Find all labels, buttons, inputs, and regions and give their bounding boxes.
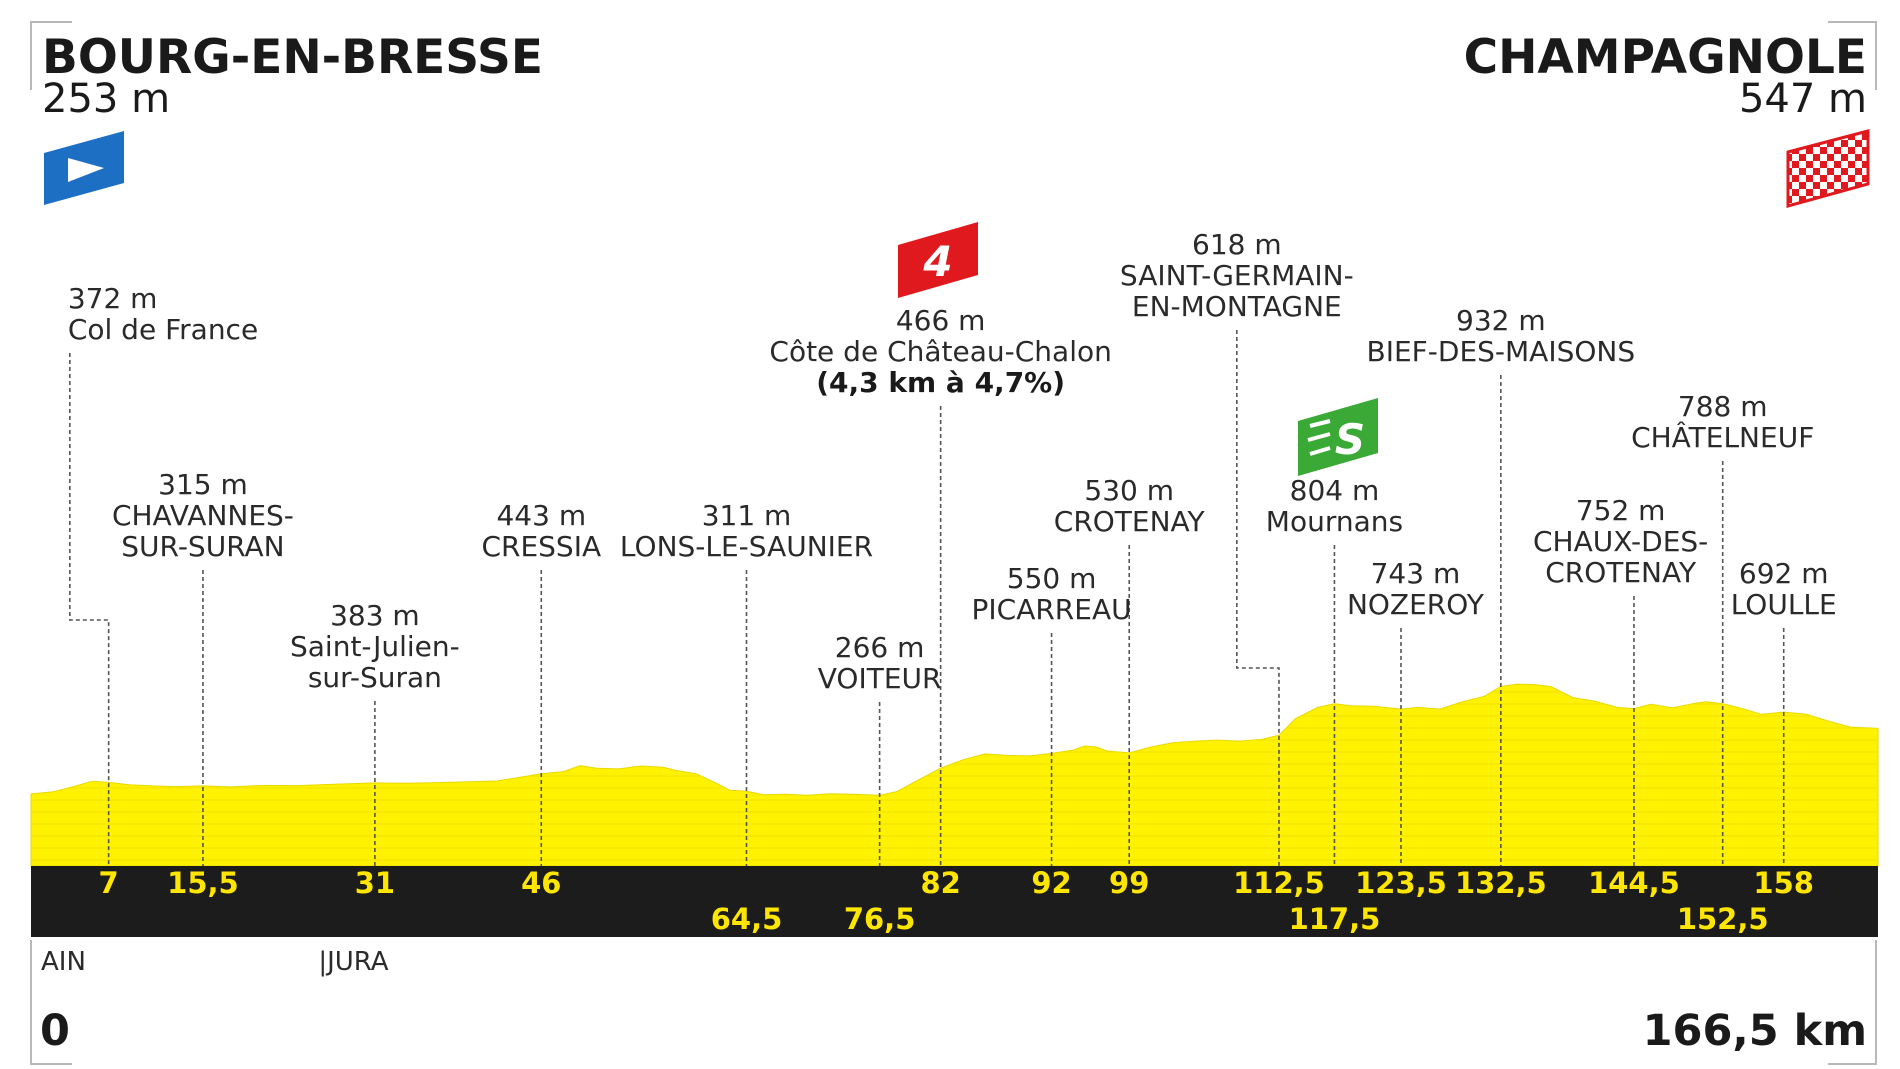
frame-top-right [1828,21,1877,90]
waypoint-altitude: 804 m [1290,474,1380,507]
waypoint-name: CRESSIA [481,530,601,563]
km-label: 117,5 [1289,902,1381,936]
waypoint-name: SUR-SURAN [121,530,284,563]
waypoint-altitude: 752 m [1576,494,1666,527]
km-label: 132,5 [1455,866,1547,900]
finish-city: CHAMPAGNOLE [1464,30,1867,85]
waypoint-altitude: 692 m [1739,557,1829,590]
frame-top-left [30,21,72,90]
waypoint-name: PICARREAU [972,593,1132,626]
km-label: 158 [1753,866,1814,900]
leader-layer [69,330,1785,906]
waypoint-name: VOITEUR [818,662,942,695]
start-city: BOURG-EN-BRESSE [42,30,543,85]
km-label: 64,5 [711,902,783,936]
km-label: 92 [1031,866,1071,900]
climb-category-label: 4 [922,237,952,286]
km-label: 112,5 [1233,866,1325,900]
waypoint-altitude: 443 m [496,499,586,532]
km-label: 7 [99,866,119,900]
waypoint-altitude: 311 m [702,499,792,532]
km-label: 46 [521,866,561,900]
km-label: 76,5 [844,902,916,936]
waypoint-name: BIEF-DES-MAISONS [1367,335,1636,368]
km-band [31,866,1878,937]
finish-altitude: 547 m [1739,76,1867,122]
waypoint-name: Côte de Château-Chalon [769,335,1111,368]
waypoint-altitude: 932 m [1456,304,1546,337]
waypoint-name: CHÂTELNEUF [1631,420,1814,454]
km-label: 82 [920,866,960,900]
climb-category-4-icon: 4 [898,222,978,298]
department-label: |JURA [318,947,388,977]
km-label: 99 [1109,866,1149,900]
leader-line-0 [69,353,110,866]
waypoint-altitude: 788 m [1678,390,1768,423]
waypoint-altitude: 550 m [1007,562,1097,595]
waypoint-altitude: 372 m [68,282,158,315]
start-flag-icon [44,131,124,205]
km-label: 144,5 [1588,866,1680,900]
sprint-icon: S [1298,398,1378,476]
waypoint-name: Saint-Julien- [290,630,460,663]
km-label: 152,5 [1677,902,1769,936]
department-label: AIN [41,947,86,977]
waypoint-name: LONS-LE-SAUNIER [620,530,873,563]
waypoint-name: sur-Suran [308,661,442,694]
waypoint-name: Mournans [1266,505,1403,538]
start-distance: 0 [40,1006,70,1056]
waypoint-name: CHAVANNES- [112,499,294,532]
waypoint-altitude: 530 m [1084,474,1174,507]
waypoint-name: LOULLE [1731,588,1837,621]
km-label: 123,5 [1355,866,1447,900]
finish-flag-icon [1786,129,1870,208]
total-distance: 166,5 km [1643,1006,1867,1056]
km-label: 15,5 [167,866,239,900]
waypoint-altitude: 743 m [1371,557,1461,590]
sprint-label: S [1335,415,1365,464]
waypoint-name: Col de France [68,313,258,346]
waypoint-altitude: 315 m [158,468,248,501]
waypoint-name: NOZEROY [1347,588,1485,621]
km-label: 31 [355,866,395,900]
waypoint-name: CROTENAY [1545,556,1697,589]
waypoint-name: EN-MONTAGNE [1132,290,1342,323]
start-altitude: 253 m [42,76,170,122]
waypoint-altitude: 618 m [1192,228,1282,261]
elevation-profile [30,683,1879,867]
waypoint-altitude: 383 m [330,599,420,632]
waypoint-name: SAINT-GERMAIN- [1120,259,1354,292]
frame-bottom-right [1828,940,1877,1065]
waypoint-name: CHAUX-DES- [1533,525,1708,558]
climb-detail: (4,3 km à 4,7%) [816,366,1065,399]
frame-bottom-left [30,940,72,1065]
waypoint-altitude: 266 m [835,631,925,664]
department-layer: AIN |JURA [41,947,389,977]
waypoint-altitude: 466 m [896,304,986,337]
waypoint-name: CROTENAY [1054,505,1206,538]
leader-line-9 [1236,330,1280,866]
